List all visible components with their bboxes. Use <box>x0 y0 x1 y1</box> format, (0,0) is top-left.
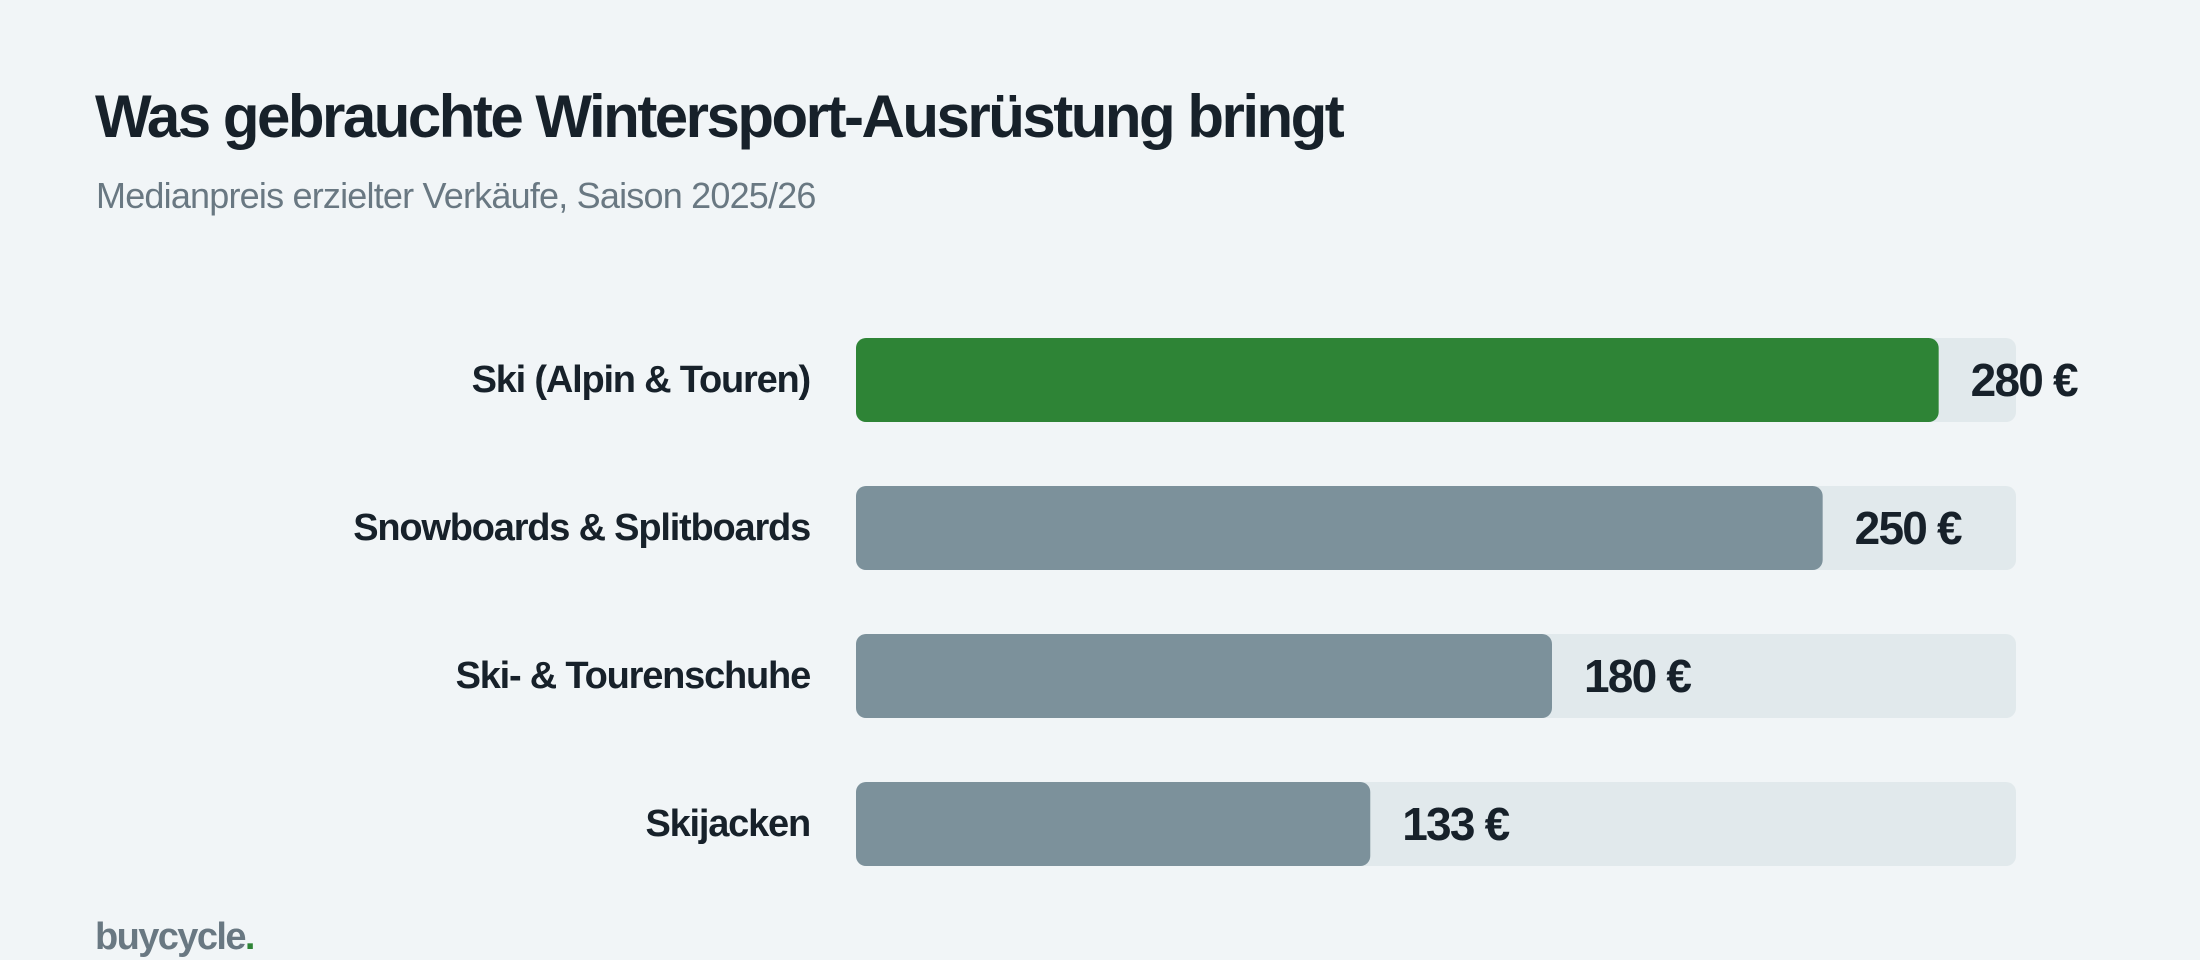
bar <box>856 782 1371 866</box>
value-label: 280 € <box>1971 354 2078 406</box>
bar <box>856 338 1939 422</box>
bar-row: Ski- & Tourenschuhe 180 € <box>456 634 2016 718</box>
brand-logo: buycycle. <box>95 916 256 959</box>
category-label: Skijacken <box>645 803 810 845</box>
bar-row: Ski (Alpin & Touren) 280 € <box>472 338 2080 422</box>
category-label: Snowboards & Splitboards <box>353 507 810 549</box>
value-label: 180 € <box>1584 650 1691 702</box>
brand-dot: . <box>244 916 256 958</box>
brand-name: buycycle <box>95 916 246 958</box>
bar-row: Snowboards & Splitboards 250 € <box>353 486 2016 570</box>
bar <box>856 486 1823 570</box>
category-label: Ski (Alpin & Touren) <box>472 359 810 401</box>
value-label: 133 € <box>1402 798 1509 850</box>
category-label: Ski- & Tourenschuhe <box>456 655 811 697</box>
bar <box>856 634 1552 718</box>
bar-row: Skijacken 133 € <box>645 782 2016 866</box>
chart-title: Was gebrauchte Wintersport-Ausrüstung br… <box>95 83 1345 150</box>
chart-subtitle: Medianpreis erzielter Verkäufe, Saison 2… <box>96 175 816 216</box>
value-label: 250 € <box>1855 502 1962 554</box>
